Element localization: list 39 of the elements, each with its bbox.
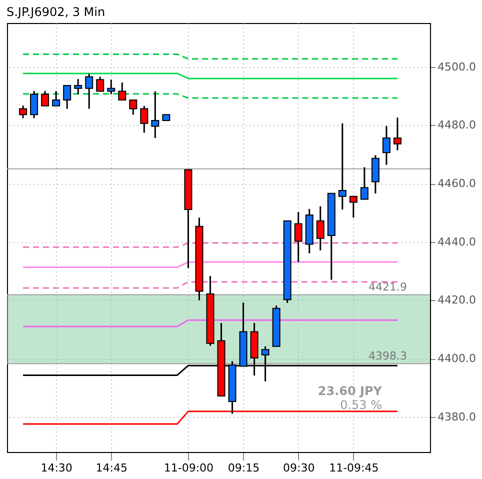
y-tick-label: 4380.0 <box>438 410 476 424</box>
y-tick-label: 4440.0 <box>438 235 476 248</box>
candlestick <box>19 104 28 119</box>
chart-title: S.JP.J6902, 3 Min <box>6 5 106 19</box>
candlestick <box>393 116 402 151</box>
x-tick-label: 09:30 <box>282 462 315 474</box>
x-tick-label: 14:30 <box>40 462 72 474</box>
candlestick <box>52 90 60 107</box>
candlestick <box>63 84 72 110</box>
candlestick <box>96 76 104 92</box>
candlestick <box>349 196 358 218</box>
annotation: 0.53 % <box>340 398 382 412</box>
annotation: 23.60 JPY <box>318 384 382 398</box>
candlestick <box>151 90 160 139</box>
x-tick-label: 11-09:45 <box>329 462 379 474</box>
y-tick-label: 4460.0 <box>438 177 476 190</box>
candlestick <box>118 82 126 101</box>
candlestick <box>74 78 82 95</box>
candlestick <box>360 166 368 200</box>
candlestick <box>294 211 302 263</box>
x-tick-label: 11-09:00 <box>164 462 214 474</box>
candlestick <box>41 90 50 107</box>
ref-line-label: 4398.3 <box>368 350 407 363</box>
ref-line-label: 4421.9 <box>368 280 407 294</box>
candlestick <box>338 122 346 210</box>
y-tick-label: 4420.0 <box>438 294 476 307</box>
x-tick-label: 14:45 <box>96 462 128 474</box>
candlestick <box>107 78 116 95</box>
y-tick-label: 4400.0 <box>438 352 476 366</box>
candlestick <box>140 105 148 134</box>
candlestick <box>129 99 138 116</box>
candlestick <box>382 125 390 166</box>
candlestick <box>85 73 94 110</box>
y-tick-label: 4480.0 <box>438 118 476 132</box>
candlestick <box>316 206 324 252</box>
x-tick-label: 09:15 <box>228 462 260 474</box>
candlestick <box>30 90 38 119</box>
candlestick <box>371 154 380 194</box>
y-tick-label: 4500.0 <box>438 60 476 74</box>
